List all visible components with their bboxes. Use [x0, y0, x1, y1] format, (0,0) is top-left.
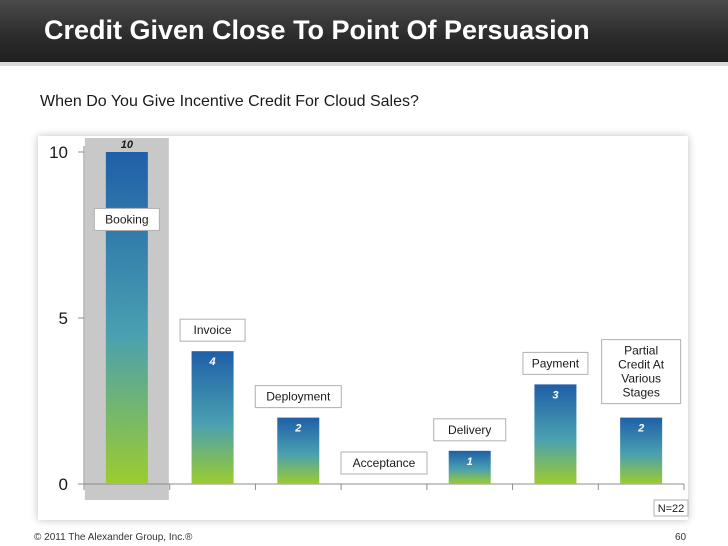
category-label: Booking	[105, 212, 148, 226]
sample-size-label: N=22	[658, 503, 685, 515]
bar-booking	[105, 152, 148, 484]
data-label: 2	[637, 423, 644, 435]
bar-deployment	[277, 417, 320, 484]
data-label: 4	[209, 356, 216, 368]
category-label-box	[601, 339, 682, 405]
y-tick-label: 5	[59, 309, 68, 328]
bar-invoice	[191, 351, 234, 484]
bar-payment	[534, 384, 577, 484]
category-label-box	[254, 385, 342, 409]
category-label-box	[522, 351, 589, 375]
bar-delivery	[448, 450, 491, 484]
category-label: Deployment	[266, 390, 331, 404]
category-label: Various	[621, 372, 661, 386]
data-label: 1	[467, 456, 473, 468]
title-bar: Credit Given Close To Point Of Persuasio…	[0, 0, 728, 62]
bar-partial-credit-at-various-stages	[620, 417, 663, 484]
data-label: 2	[294, 423, 301, 435]
page-title: Credit Given Close To Point Of Persuasio…	[44, 15, 590, 45]
category-label: Credit At	[618, 358, 665, 372]
category-label: Partial	[624, 344, 658, 358]
page-number: 60	[675, 532, 687, 543]
category-label: Stages	[622, 386, 659, 400]
y-tick-label: 10	[49, 143, 68, 162]
data-label: 3	[552, 389, 558, 401]
category-label-box	[433, 418, 507, 442]
data-label: 10	[121, 139, 134, 151]
category-label-box	[93, 207, 160, 231]
y-tick-label: 0	[59, 475, 68, 494]
category-label: Delivery	[448, 423, 491, 437]
category-label: Invoice	[194, 323, 232, 337]
copyright-footer: © 2011 The Alexander Group, Inc.®	[34, 532, 193, 543]
category-label: Acceptance	[353, 456, 416, 470]
category-label: Payment	[532, 356, 580, 370]
n-label-box	[653, 499, 689, 517]
category-label-box	[179, 318, 246, 342]
chart-subtitle: When Do You Give Incentive Credit For Cl…	[40, 93, 419, 110]
title-divider	[0, 62, 728, 66]
category-label-box	[340, 451, 428, 475]
